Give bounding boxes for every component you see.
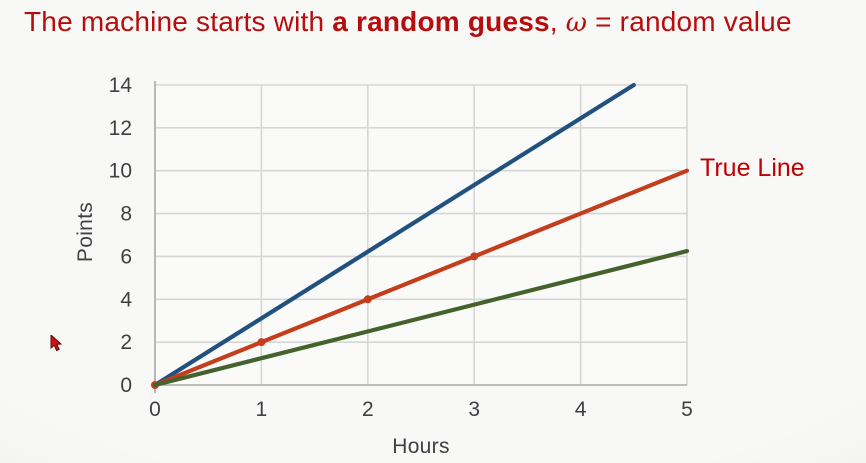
page-title: The machine starts with a random guess, …: [24, 6, 792, 38]
title-bold-phrase: a random guess: [332, 6, 550, 37]
series-low-guess-line: [152, 248, 690, 388]
y-tick-label: 8: [120, 203, 132, 226]
cursor-icon: [50, 335, 63, 352]
x-tick-label: 1: [256, 398, 268, 421]
x-tick-label: 5: [681, 398, 693, 421]
data-point-marker: [470, 252, 479, 261]
title-separator: ,: [549, 6, 566, 37]
title-suffix: = random value: [587, 6, 792, 37]
x-axis-title: Hours: [392, 435, 450, 458]
y-tick-label: 10: [109, 160, 132, 183]
x-tick-label: 3: [468, 398, 480, 421]
y-tick-label: 6: [120, 245, 132, 268]
omega-symbol: ω: [565, 8, 588, 38]
series-random-guess-line: [152, 82, 636, 388]
title-prefix: The machine starts with: [24, 6, 333, 37]
x-tick-label: 2: [362, 398, 374, 421]
data-point-marker: [257, 338, 266, 347]
y-tick-label: 14: [109, 74, 133, 97]
data-point-marker: [363, 295, 372, 304]
y-tick-label: 2: [120, 331, 132, 354]
series-true-line: [152, 168, 690, 388]
y-tick-label: 0: [120, 374, 132, 397]
x-tick-label: 0: [149, 398, 161, 421]
y-axis-title: Points: [74, 201, 97, 263]
y-tick-label: 4: [120, 288, 132, 311]
y-tick-label: 12: [109, 117, 132, 140]
plot-area: [155, 85, 687, 385]
true-line-label: True Line: [700, 154, 805, 182]
x-tick-label: 4: [575, 398, 587, 421]
